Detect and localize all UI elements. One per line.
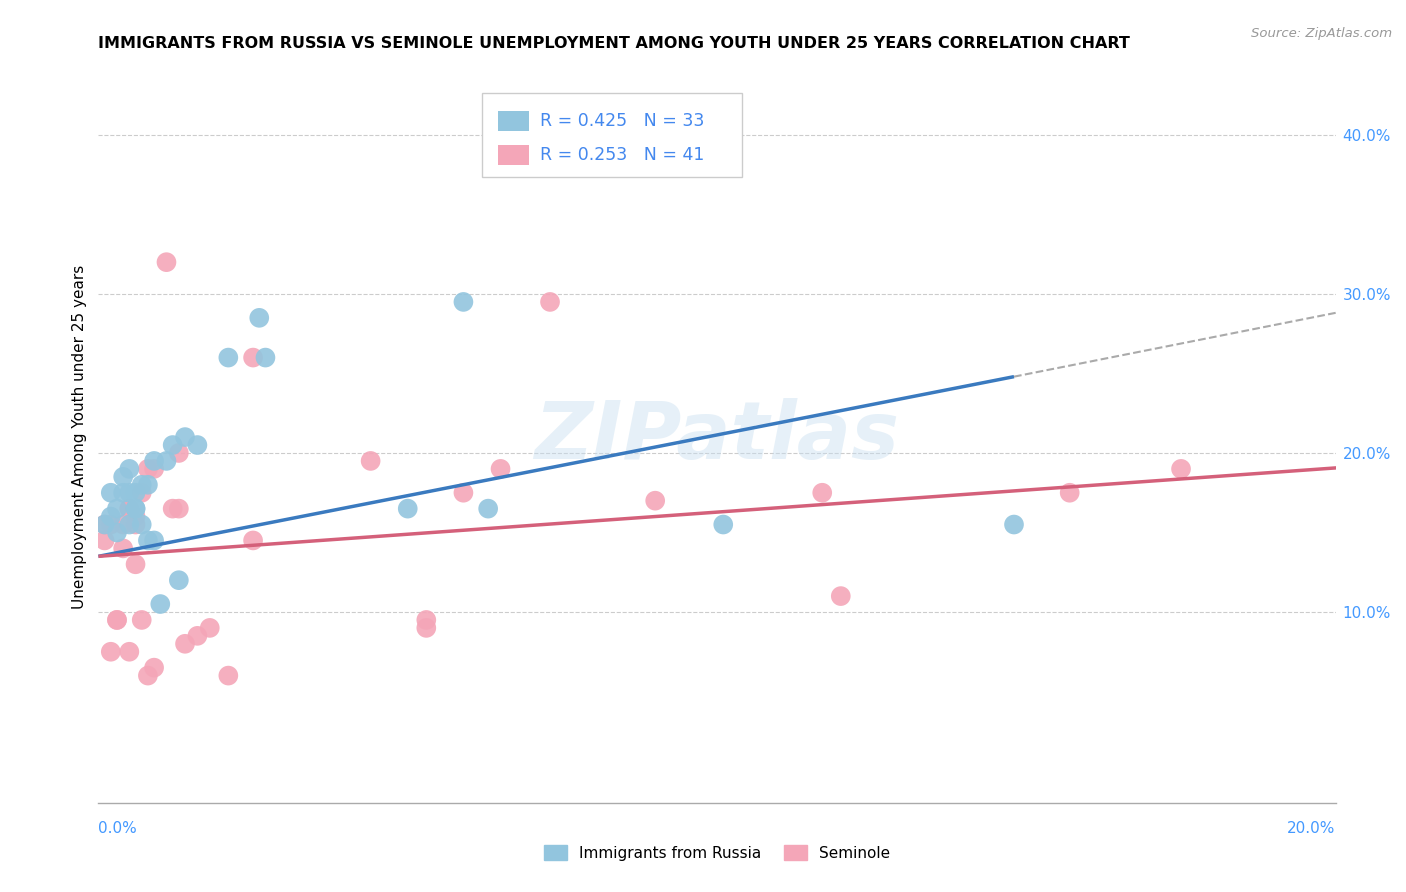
Point <box>118 645 141 659</box>
Point <box>247 310 270 325</box>
Point <box>112 541 135 556</box>
Point <box>124 485 146 500</box>
Point <box>112 517 135 532</box>
Y-axis label: Unemployment Among Youth under 25 years: Unemployment Among Youth under 25 years <box>72 265 87 609</box>
Point <box>100 645 122 659</box>
Point <box>93 517 115 532</box>
Point <box>162 438 184 452</box>
Point <box>149 597 172 611</box>
Point <box>711 517 734 532</box>
Point <box>118 501 141 516</box>
Text: 20.0%: 20.0% <box>1288 821 1336 836</box>
FancyBboxPatch shape <box>498 145 529 165</box>
Point <box>93 533 115 548</box>
Point <box>131 477 153 491</box>
Point <box>155 255 177 269</box>
Point <box>162 501 184 516</box>
Point <box>186 629 208 643</box>
Point <box>118 485 141 500</box>
Point <box>143 660 166 674</box>
FancyBboxPatch shape <box>482 94 742 178</box>
Point <box>112 470 135 484</box>
Point <box>112 485 135 500</box>
Point <box>167 446 190 460</box>
Point <box>453 294 475 309</box>
Point <box>105 613 128 627</box>
Point <box>242 351 264 365</box>
Point <box>136 462 159 476</box>
Point <box>415 621 437 635</box>
Point <box>136 533 159 548</box>
FancyBboxPatch shape <box>498 111 529 131</box>
Point <box>453 485 475 500</box>
Point <box>217 668 239 682</box>
Point <box>136 668 159 682</box>
Point <box>143 454 166 468</box>
Point <box>174 430 197 444</box>
Point <box>538 294 561 309</box>
Point <box>360 454 382 468</box>
Point <box>489 462 512 476</box>
Point <box>105 501 128 516</box>
Point <box>217 351 239 365</box>
Point <box>242 533 264 548</box>
Point <box>644 493 666 508</box>
Point <box>254 351 277 365</box>
Point <box>124 501 146 516</box>
Point <box>118 517 141 532</box>
Point <box>174 637 197 651</box>
Point <box>167 501 190 516</box>
Point <box>105 525 128 540</box>
Text: ZIPatlas: ZIPatlas <box>534 398 900 476</box>
Point <box>100 485 122 500</box>
Point <box>100 517 122 532</box>
Point <box>118 462 141 476</box>
Point <box>1002 517 1025 532</box>
Text: Source: ZipAtlas.com: Source: ZipAtlas.com <box>1251 27 1392 40</box>
Point <box>811 485 834 500</box>
Point <box>131 485 153 500</box>
Point <box>477 501 499 516</box>
Point <box>396 501 419 516</box>
Point <box>131 613 153 627</box>
Point <box>1170 462 1192 476</box>
Point <box>124 509 146 524</box>
Point <box>143 533 166 548</box>
Point <box>124 517 146 532</box>
Point <box>167 573 190 587</box>
Point <box>105 613 128 627</box>
Text: 0.0%: 0.0% <box>98 821 138 836</box>
Point <box>186 438 208 452</box>
Point <box>100 509 122 524</box>
Point <box>143 462 166 476</box>
Point <box>1059 485 1081 500</box>
Point <box>131 517 153 532</box>
Legend: Immigrants from Russia, Seminole: Immigrants from Russia, Seminole <box>536 837 898 868</box>
Point <box>415 613 437 627</box>
Point <box>118 501 141 516</box>
Text: R = 0.425   N = 33: R = 0.425 N = 33 <box>540 112 704 130</box>
Point <box>93 517 115 532</box>
Point <box>830 589 852 603</box>
Point <box>136 477 159 491</box>
Point <box>124 558 146 572</box>
Point <box>198 621 221 635</box>
Text: IMMIGRANTS FROM RUSSIA VS SEMINOLE UNEMPLOYMENT AMONG YOUTH UNDER 25 YEARS CORRE: IMMIGRANTS FROM RUSSIA VS SEMINOLE UNEMP… <box>98 36 1130 51</box>
Point <box>124 501 146 516</box>
Text: R = 0.253   N = 41: R = 0.253 N = 41 <box>540 145 704 164</box>
Point <box>155 454 177 468</box>
